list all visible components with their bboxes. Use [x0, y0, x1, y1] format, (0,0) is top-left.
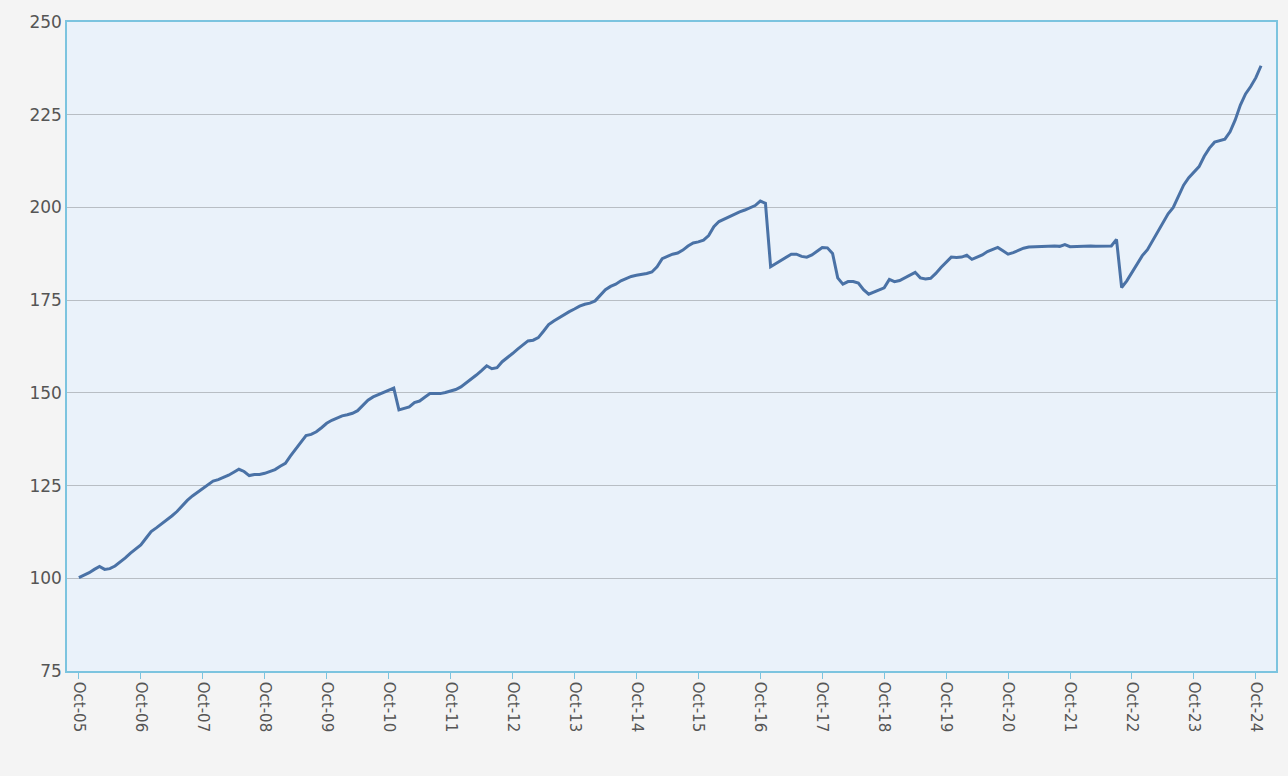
svg-text:Oct-18: Oct-18 — [875, 682, 893, 732]
svg-text:Oct-10: Oct-10 — [380, 682, 398, 732]
svg-text:200: 200 — [29, 197, 61, 217]
svg-text:Oct-17: Oct-17 — [813, 682, 831, 732]
svg-text:Oct-12: Oct-12 — [504, 682, 522, 732]
svg-text:Oct-07: Oct-07 — [194, 682, 212, 732]
svg-text:Oct-15: Oct-15 — [689, 682, 707, 732]
svg-text:Oct-09: Oct-09 — [318, 682, 336, 732]
svg-text:Oct-24: Oct-24 — [1247, 682, 1265, 732]
svg-text:Oct-06: Oct-06 — [132, 682, 150, 732]
svg-text:Oct-08: Oct-08 — [256, 682, 274, 732]
svg-text:150: 150 — [29, 383, 61, 403]
svg-text:225: 225 — [29, 105, 61, 125]
svg-text:Oct-19: Oct-19 — [937, 682, 955, 732]
svg-text:Oct-11: Oct-11 — [442, 682, 460, 732]
svg-text:Oct-22: Oct-22 — [1123, 682, 1141, 732]
svg-text:75: 75 — [40, 661, 62, 681]
svg-text:Oct-16: Oct-16 — [751, 682, 769, 732]
svg-text:Oct-05: Oct-05 — [70, 682, 88, 732]
svg-text:Oct-14: Oct-14 — [628, 682, 646, 732]
svg-text:Oct-21: Oct-21 — [1061, 682, 1079, 732]
svg-text:Oct-20: Oct-20 — [999, 682, 1017, 732]
svg-text:Oct-23: Oct-23 — [1185, 682, 1203, 732]
svg-text:Oct-13: Oct-13 — [566, 682, 584, 732]
svg-text:250: 250 — [29, 12, 61, 32]
svg-text:175: 175 — [29, 290, 61, 310]
svg-text:125: 125 — [29, 476, 61, 496]
svg-text:100: 100 — [29, 568, 61, 588]
